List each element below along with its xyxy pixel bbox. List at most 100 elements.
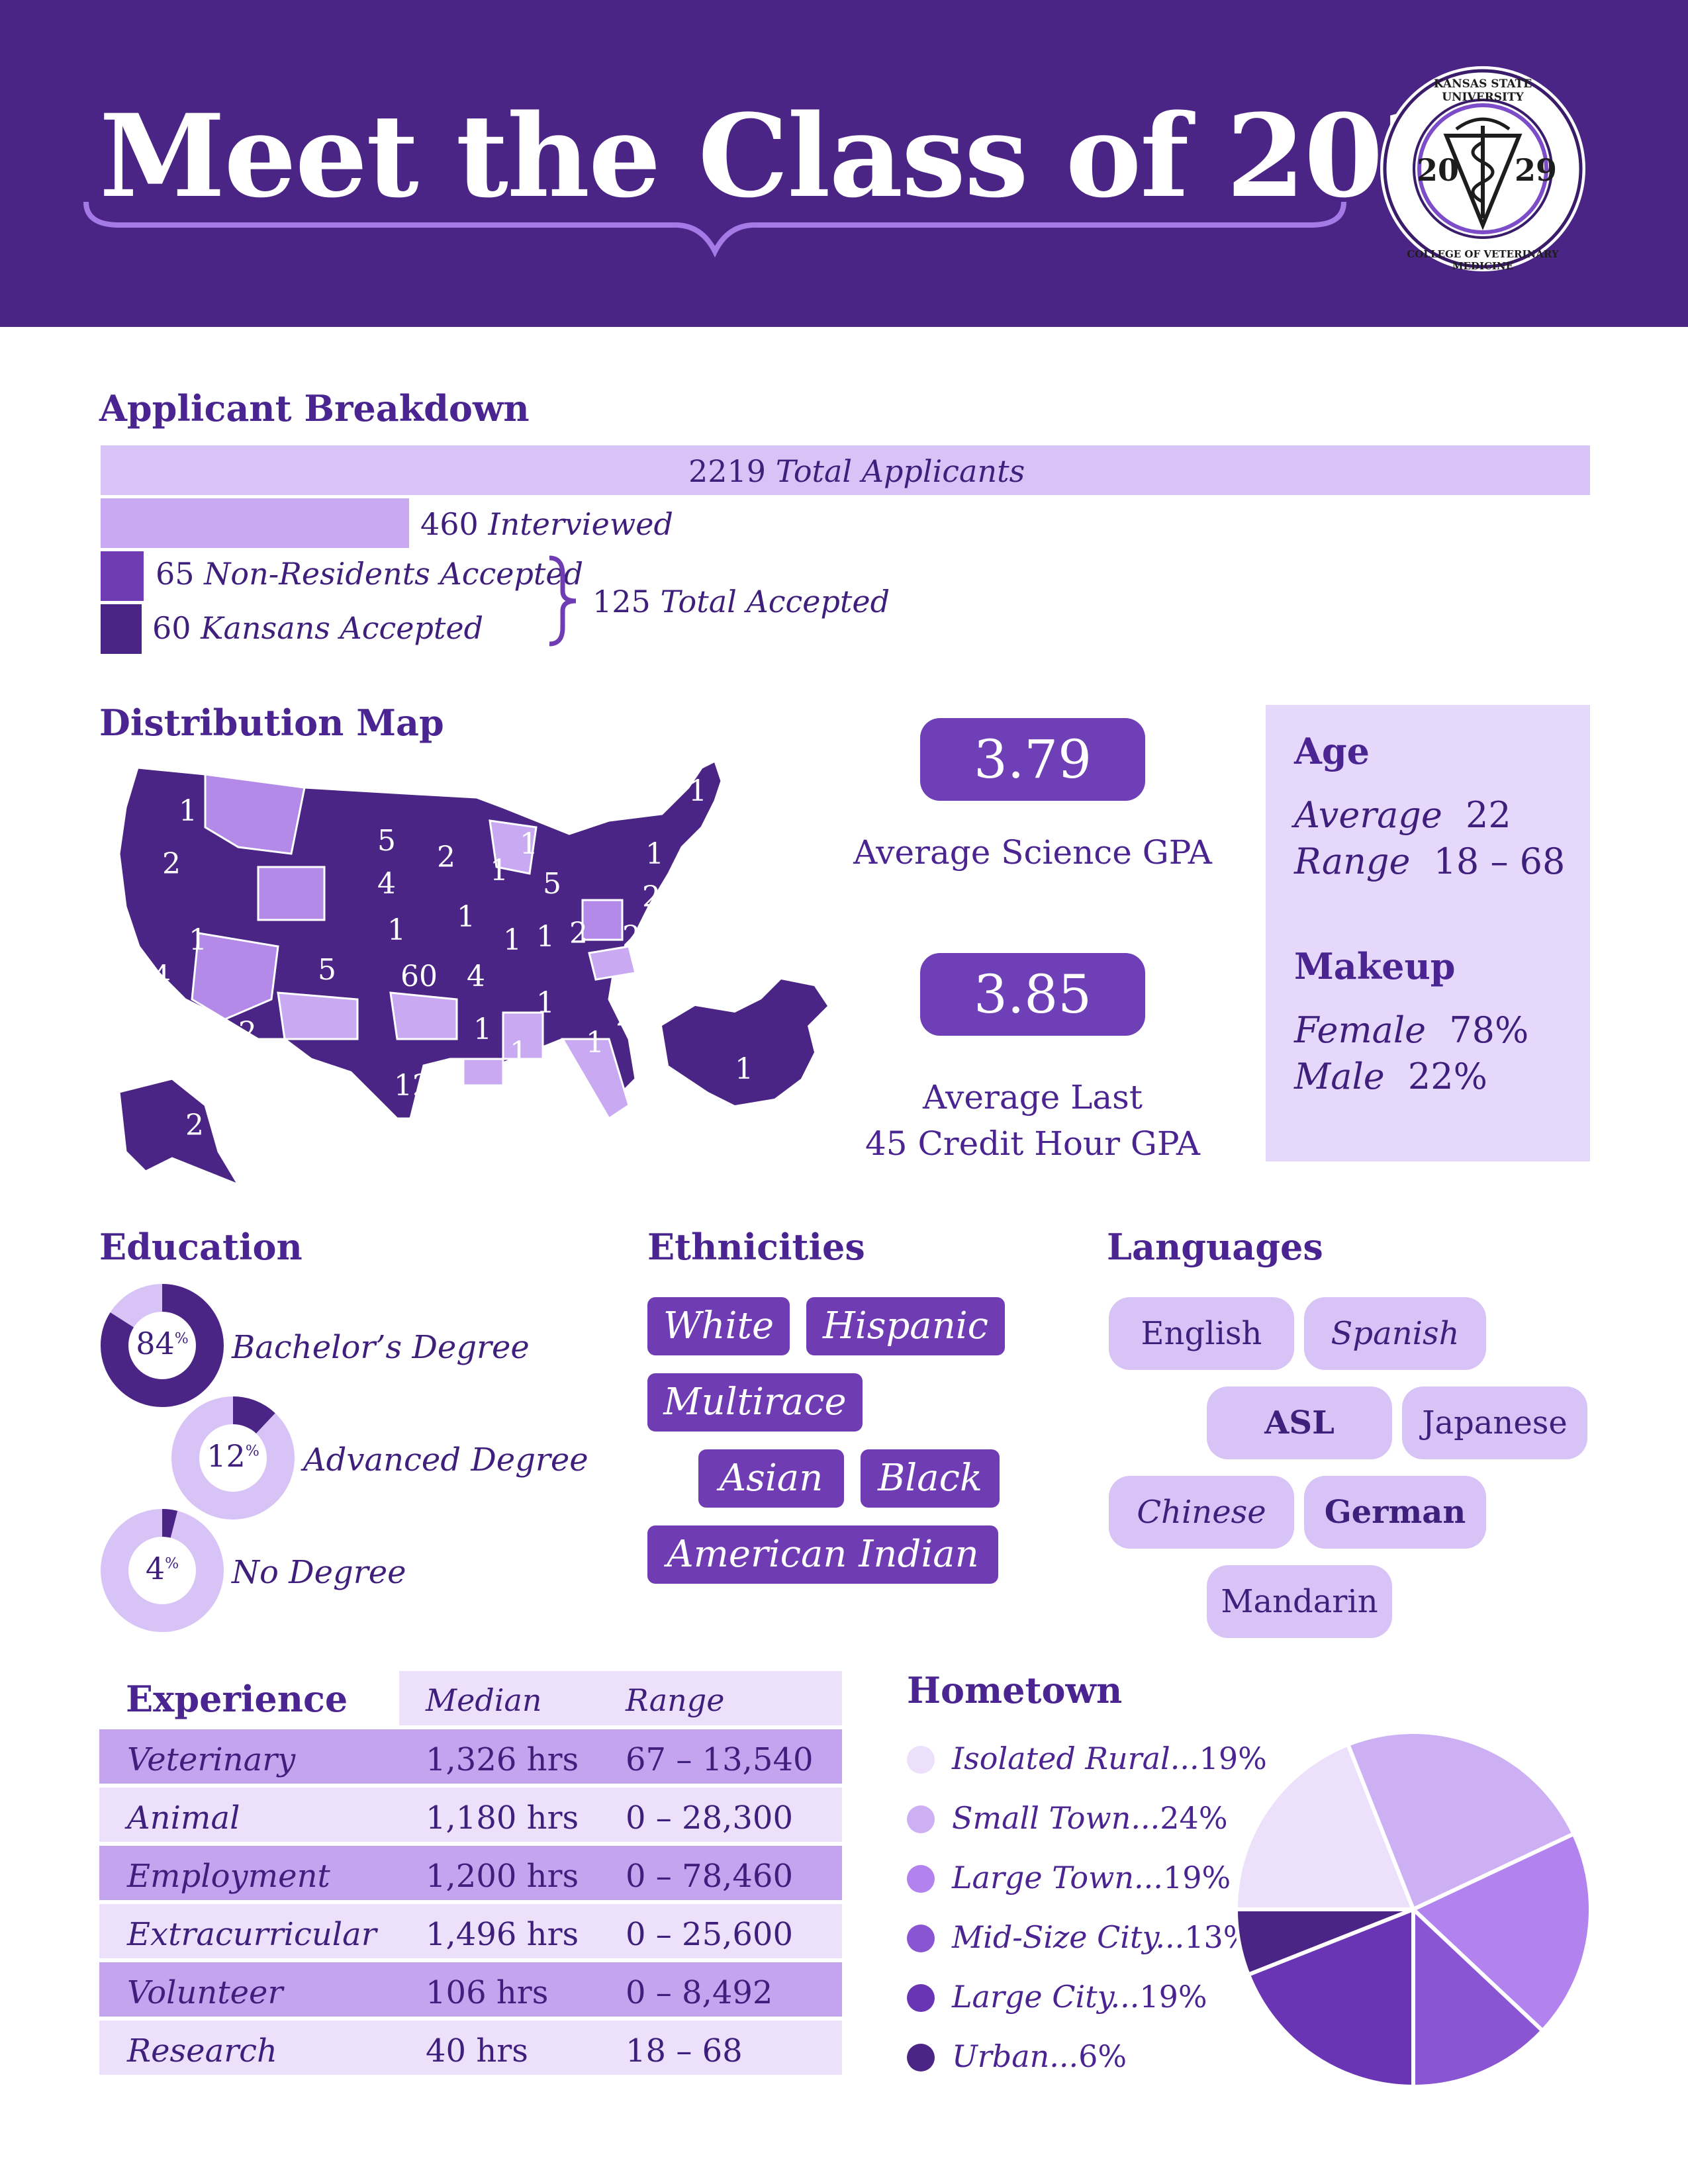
experience-row: Research 40 hrs 18 – 68: [99, 2021, 842, 2075]
language-chinese: Chinese: [1109, 1476, 1294, 1549]
legend-label: Small Town...: [952, 1800, 1160, 1836]
experience-median: 1,200 hrs: [426, 1858, 579, 1895]
map-count-label: 2: [642, 880, 661, 914]
donut-center: [129, 1537, 195, 1604]
map-count-label: 1: [387, 913, 406, 947]
map-count-label: 4: [377, 867, 396, 901]
map-count-label: 2: [185, 1109, 204, 1142]
experience-range: 67 – 13,540: [626, 1741, 814, 1778]
map-count-label: 1: [715, 817, 733, 851]
legend-value: 19%: [1162, 1860, 1231, 1895]
map-count-label: 1: [189, 923, 207, 957]
map-count-label: 2: [616, 999, 634, 1033]
legend-label: Mid-Size City...: [952, 1919, 1185, 1955]
hometown-heading: Hometown: [907, 1669, 1123, 1711]
age-range-label: Range: [1294, 841, 1411, 882]
map-count-label: 5: [318, 953, 336, 987]
last45-gpa-value: 3.85: [973, 964, 1092, 1025]
age-range: Range 18 – 68: [1294, 841, 1565, 882]
legend-dot: [907, 1805, 935, 1833]
science-gpa-caption: Average Science GPA: [853, 833, 1212, 872]
experience-median: 40 hrs: [426, 2032, 528, 2070]
applicant-breakdown-heading: Applicant Breakdown: [99, 387, 530, 430]
experience-row: Veterinary 1,326 hrs 67 – 13,540: [99, 1729, 842, 1784]
experience-range: 18 – 68: [626, 2032, 743, 2070]
last45-gpa-box: 3.85: [920, 953, 1145, 1036]
map-count-label: 1: [586, 1026, 604, 1060]
experience-row: Volunteer 106 hrs 0 – 8,492: [99, 1962, 842, 2017]
legend-text: Isolated Rural...19%: [952, 1741, 1267, 1776]
map-count-label: 4: [467, 960, 485, 993]
age-average: Average 22: [1294, 794, 1511, 836]
page-title: Meet the Class of 2029: [99, 89, 1539, 223]
legend-text: Urban...6%: [952, 2038, 1127, 2074]
edu-label-advanced: Advanced Degree: [303, 1441, 588, 1479]
map-count-label: 1: [490, 854, 508, 887]
makeup-male-label: Male: [1294, 1056, 1385, 1097]
experience-category: Research: [127, 2032, 277, 2070]
experience-category: Employment: [127, 1858, 330, 1895]
hometown-pie-chart: [1233, 1730, 1593, 2089]
legend-dot: [907, 1984, 935, 2012]
ethnicity-multirace: Multirace: [647, 1373, 863, 1432]
experience-category: Animal: [127, 1799, 240, 1837]
donut-center: [200, 1425, 266, 1491]
experience-category: Veterinary: [127, 1741, 296, 1778]
pie-slice: [1409, 1831, 1593, 2034]
age-makeup-panel: [1266, 705, 1590, 1161]
pie-slice: [1411, 1905, 1546, 2089]
makeup-female-label: Female: [1294, 1009, 1427, 1051]
map-count-label: 1: [536, 920, 555, 954]
education-percent-value: 84: [136, 1326, 175, 1361]
legend-value: 6%: [1078, 2038, 1127, 2074]
donut-fill: [101, 1509, 224, 1632]
legend-dot: [907, 2044, 935, 2071]
map-count-label: 2: [715, 850, 733, 884]
experience-median: 1,180 hrs: [426, 1799, 579, 1837]
ethnicities-heading: Ethnicities: [647, 1226, 865, 1268]
kansans-label: 60 Kansans Accepted: [152, 610, 483, 646]
education-percent-value: 12: [207, 1438, 246, 1474]
applicant-bar-2: [101, 551, 144, 601]
seal-year-right: 29: [1515, 152, 1558, 188]
legend-text: Large Town...19%: [952, 1860, 1231, 1895]
map-count-label: 1: [457, 900, 475, 934]
total-applicants-value: 2219: [688, 453, 767, 489]
edu-label-bachelors: Bachelor’s Degree: [232, 1329, 530, 1366]
language-spanish: Spanish: [1304, 1297, 1486, 1370]
map-count-label: 1: [688, 774, 707, 808]
map-count-label: 1: [510, 1036, 528, 1069]
kansans-text: Kansans Accepted: [201, 610, 484, 646]
total-accepted-value: 125: [592, 584, 651, 619]
college-seal: 20 29 KANSAS STATE UNIVERSITY COLLEGE OF…: [1377, 63, 1589, 275]
non-residents-label: 65 Non-Residents Accepted: [156, 556, 583, 592]
map-count-label: 1: [645, 837, 664, 871]
donut-fill: [171, 1396, 295, 1520]
education-donut: [101, 1284, 224, 1407]
makeup-heading: Makeup: [1294, 945, 1456, 987]
seal-year-left: 20: [1417, 152, 1460, 188]
experience-median: 106 hrs: [426, 1974, 549, 2011]
experience-range: 0 – 78,460: [626, 1858, 794, 1895]
map-count-label: 1: [520, 827, 538, 861]
ethnicity-american-indian: American Indian: [647, 1525, 998, 1584]
map-count-label: 5: [377, 824, 396, 858]
pie-slice: [1245, 1906, 1415, 2089]
map-count-label: 12: [394, 1069, 431, 1103]
education-percent: 4%: [122, 1551, 202, 1586]
education-percent: 12%: [193, 1438, 273, 1474]
experience-category: Volunteer: [127, 1974, 283, 2011]
legend-text: Small Town...24%: [952, 1800, 1228, 1836]
experience-row: Extracurricular 1,496 hrs 0 – 25,600: [99, 1904, 842, 1958]
education-heading: Education: [99, 1226, 303, 1268]
accepted-brace: [549, 555, 577, 647]
kansans-value: 60: [152, 610, 191, 646]
total-accepted-label: 125 Total Accepted: [592, 584, 890, 619]
legend-label: Urban...: [952, 2038, 1079, 2074]
applicant-bar-0: [101, 445, 1590, 495]
language-asl: ASL: [1207, 1387, 1392, 1459]
language-english: English: [1109, 1297, 1294, 1370]
applicant-bar-1: [101, 498, 409, 548]
experience-median: 1,496 hrs: [426, 1916, 579, 1953]
experience-header-band: [399, 1671, 842, 1725]
